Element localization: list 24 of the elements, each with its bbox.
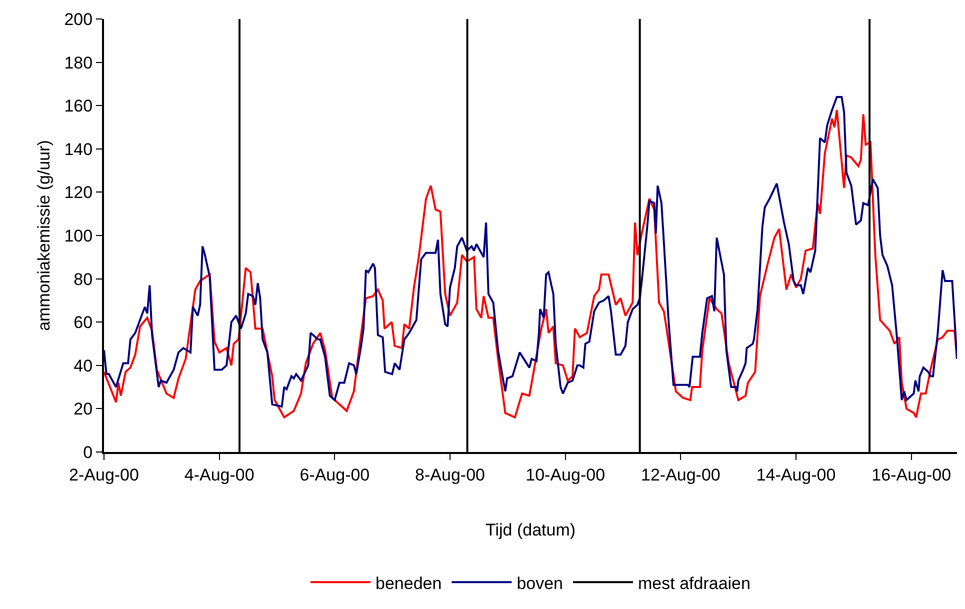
x-tick-label: 4-Aug-00 bbox=[184, 465, 254, 484]
y-tick-label: 180 bbox=[64, 53, 93, 72]
y-tick-label: 100 bbox=[64, 226, 93, 246]
x-tick-label: 8-Aug-00 bbox=[415, 465, 485, 484]
y-axis-title: ammoniakemissie (g/uur) bbox=[34, 140, 54, 331]
x-tick-label: 2-Aug-00 bbox=[69, 465, 139, 484]
y-tick-label: 80 bbox=[74, 270, 93, 289]
legend-label: beneden bbox=[376, 574, 442, 593]
x-axis-title: Tijd (datum) bbox=[485, 520, 576, 540]
legend-label: boven bbox=[516, 574, 564, 593]
y-tick-label: 160 bbox=[64, 96, 93, 116]
legend-label: mest afdraaien bbox=[638, 574, 750, 593]
x-tick-label: 16-Aug-00 bbox=[872, 465, 952, 484]
x-tick-label: 6-Aug-00 bbox=[300, 465, 370, 484]
y-tick-label: 60 bbox=[74, 313, 93, 332]
x-tick-label: 12-Aug-00 bbox=[640, 465, 720, 484]
x-tick-label: 10-Aug-00 bbox=[526, 465, 606, 484]
x-tick-label: 14-Aug-00 bbox=[756, 465, 836, 484]
y-tick-label: 20 bbox=[74, 400, 93, 419]
y-tick-label: 200 bbox=[64, 10, 93, 29]
y-tick-label: 120 bbox=[64, 183, 93, 202]
y-tick-label: 40 bbox=[74, 356, 93, 376]
y-tick-label: 0 bbox=[83, 442, 93, 462]
y-tick-label: 140 bbox=[64, 140, 93, 159]
